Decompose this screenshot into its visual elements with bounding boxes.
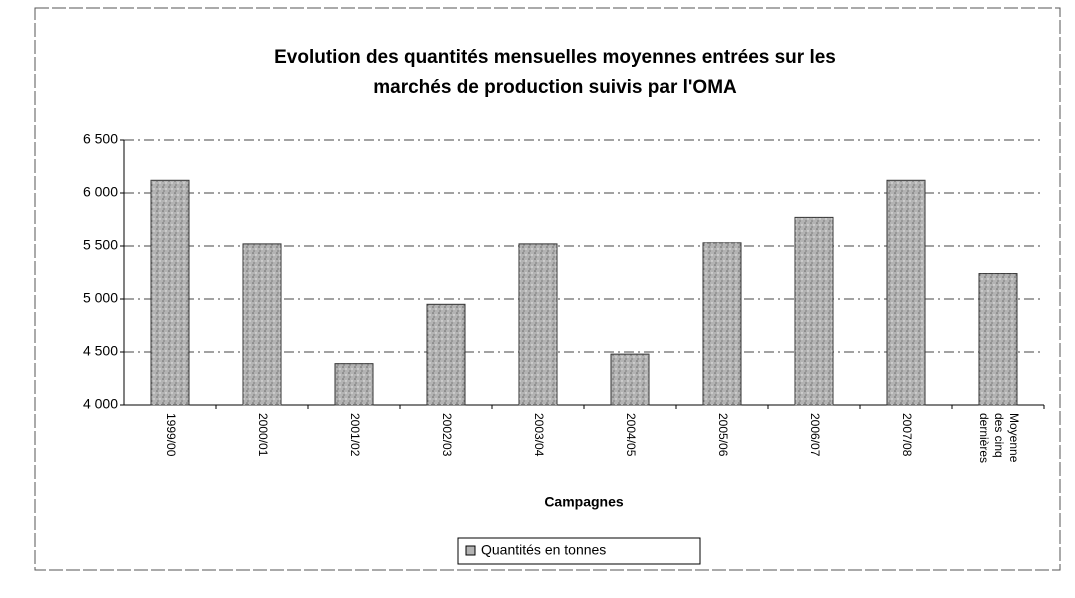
bar-texture [795, 217, 833, 405]
x-tick-label: 2001/02 [348, 413, 362, 457]
x-tick-label: 2007/08 [900, 413, 914, 457]
bar-texture [427, 304, 465, 405]
chart-title: Evolution des quantités mensuelles moyen… [274, 47, 836, 68]
x-tick-label: 2006/07 [808, 413, 822, 457]
x-tick-label: 2005/06 [716, 413, 730, 457]
y-tick-label: 6 500 [83, 131, 118, 147]
legend [457, 537, 701, 565]
bar-texture [335, 363, 373, 405]
x-tick-label: 2000/01 [256, 413, 270, 457]
y-tick-label: 5 500 [83, 237, 118, 253]
bar-texture [703, 242, 741, 405]
chart-title: marchés de production suivis par l'OMA [373, 77, 737, 98]
bar-texture [979, 273, 1017, 405]
legend-label: Quantités en tonnes [481, 542, 606, 558]
bar-texture [611, 354, 649, 405]
y-tick-label: 6 000 [83, 184, 118, 200]
bar-texture [519, 243, 557, 405]
bar-texture [243, 243, 281, 405]
x-axis-label: Campagnes [544, 494, 624, 510]
y-tick-label: 4 000 [83, 396, 118, 412]
y-tick-label: 5 000 [83, 290, 118, 306]
x-tick-label: 2002/03 [440, 413, 454, 457]
x-tick-label: 2003/04 [532, 413, 546, 457]
x-tick-label: 1999/00 [164, 413, 178, 457]
y-tick-label: 4 500 [83, 343, 118, 359]
legend-swatch [465, 545, 476, 556]
bar-texture [887, 180, 925, 405]
bar-texture [151, 180, 189, 405]
x-tick-label: Moyenne des cinq dernières [977, 413, 1021, 466]
x-tick-label: 2004/05 [624, 413, 638, 457]
